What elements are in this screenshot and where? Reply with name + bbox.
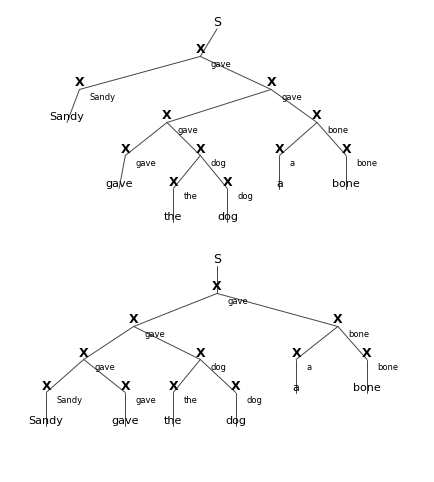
Text: gave: gave: [211, 60, 231, 69]
Text: X: X: [212, 281, 222, 294]
Text: Sandy: Sandy: [56, 396, 83, 405]
Text: a: a: [276, 178, 283, 188]
Text: X: X: [342, 143, 351, 156]
Text: X: X: [196, 43, 205, 56]
Text: dog: dog: [225, 415, 246, 426]
Text: bone: bone: [353, 383, 381, 392]
Text: gave: gave: [136, 159, 157, 168]
Text: X: X: [79, 347, 89, 360]
Text: the: the: [184, 396, 197, 405]
Text: X: X: [121, 379, 130, 392]
Text: X: X: [41, 379, 51, 392]
Text: X: X: [231, 379, 240, 392]
Text: dog: dog: [217, 212, 238, 222]
Text: Sandy: Sandy: [29, 415, 64, 426]
Text: gave: gave: [136, 396, 157, 405]
Text: X: X: [362, 347, 372, 360]
Text: a: a: [306, 363, 312, 372]
Text: bone: bone: [348, 330, 369, 339]
Text: X: X: [312, 109, 322, 122]
Text: the: the: [184, 192, 197, 201]
Text: the: the: [164, 415, 182, 426]
Text: bone: bone: [378, 363, 398, 372]
Text: X: X: [266, 77, 276, 90]
Text: X: X: [275, 143, 284, 156]
Text: X: X: [196, 347, 205, 360]
Text: dog: dog: [238, 192, 254, 201]
Text: X: X: [168, 175, 178, 188]
Text: gave: gave: [94, 363, 115, 372]
Text: bone: bone: [327, 126, 349, 135]
Text: X: X: [333, 313, 342, 326]
Text: dog: dog: [211, 363, 227, 372]
Text: S: S: [213, 253, 221, 266]
Text: X: X: [291, 347, 301, 360]
Text: gave: gave: [144, 330, 165, 339]
Text: gave: gave: [178, 126, 198, 135]
Text: X: X: [121, 143, 130, 156]
Text: X: X: [75, 77, 84, 90]
Text: dog: dog: [246, 396, 262, 405]
Text: X: X: [223, 175, 232, 188]
Text: gave: gave: [112, 415, 139, 426]
Text: the: the: [164, 212, 182, 222]
Text: X: X: [162, 109, 172, 122]
Text: a: a: [293, 383, 299, 392]
Text: X: X: [196, 143, 205, 156]
Text: dog: dog: [211, 159, 227, 168]
Text: X: X: [168, 379, 178, 392]
Text: gave: gave: [282, 93, 302, 102]
Text: S: S: [213, 16, 221, 29]
Text: a: a: [290, 159, 295, 168]
Text: gave: gave: [227, 297, 248, 306]
Text: Sandy: Sandy: [49, 112, 85, 122]
Text: gave: gave: [105, 178, 133, 188]
Text: X: X: [129, 313, 138, 326]
Text: bone: bone: [357, 159, 378, 168]
Text: Sandy: Sandy: [90, 93, 116, 102]
Text: bone: bone: [332, 178, 360, 188]
